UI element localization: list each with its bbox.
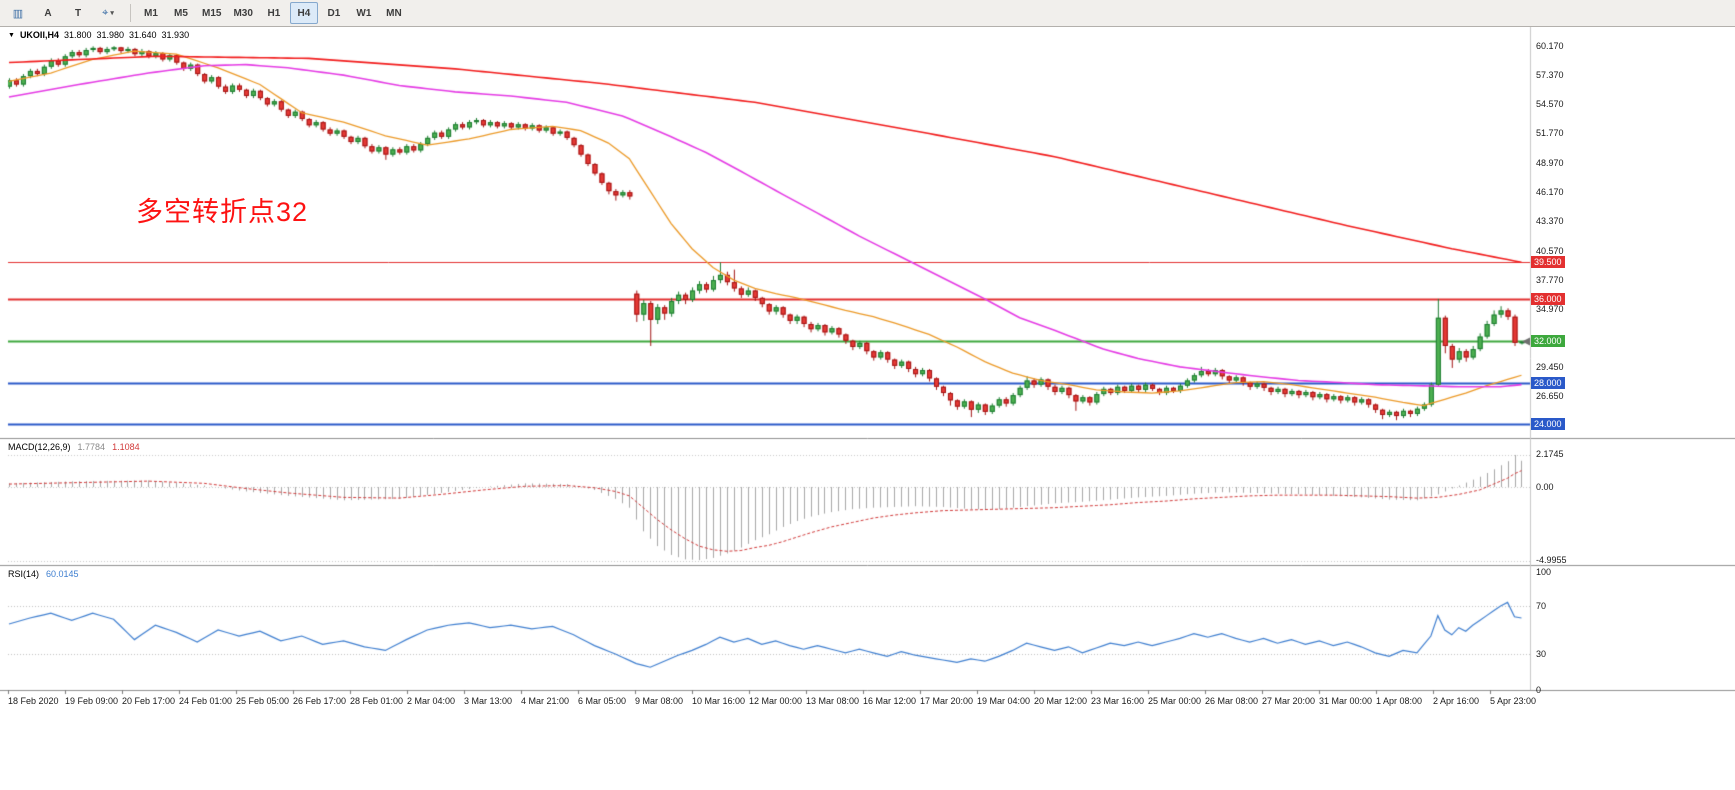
price-axis-label: 57.370 <box>1536 69 1564 80</box>
time-axis-label: 12 Mar 00:00 <box>749 696 803 706</box>
chart-canvas[interactable] <box>0 27 1735 713</box>
chevron-down-icon: ▼ <box>8 31 15 39</box>
rsi-value: 60.0145 <box>46 569 79 579</box>
time-axis-label: 19 Feb 09:00 <box>65 696 119 706</box>
chart-window-button[interactable]: ▥ <box>4 2 32 24</box>
time-axis-label: 28 Feb 01:00 <box>350 696 404 706</box>
time-axis-label: 1 Apr 08:00 <box>1376 696 1423 706</box>
timeframe-button-w1[interactable]: W1 <box>356 7 372 19</box>
text-tool-button[interactable]: T <box>74 7 82 19</box>
timeframe-button-m1[interactable]: M1 <box>144 7 158 19</box>
chevron-down-icon: ▾ <box>110 10 114 17</box>
symbol-header[interactable]: ▼ UKOIl,H4 31.800 31.980 31.640 31.930 <box>8 30 189 40</box>
chart-text-annotation: 多空转折点32 <box>136 197 309 227</box>
time-axis-label: 20 Feb 17:00 <box>122 696 176 706</box>
rsi-axis-label: 70 <box>1536 600 1547 611</box>
rsi-header: RSI(14) 60.0145 <box>8 569 79 579</box>
price-axis-label: 40.570 <box>1536 245 1564 256</box>
macd-signal-value: 1.1084 <box>112 442 140 452</box>
ohlc-close: 31.930 <box>161 30 190 40</box>
time-axis-label: 26 Mar 08:00 <box>1205 696 1259 706</box>
toolbar-separator <box>130 4 131 22</box>
time-axis-label: 13 Mar 08:00 <box>806 696 860 706</box>
macd-axis-label: -4.9955 <box>1536 555 1567 566</box>
symbol-timeframe-label: UKOIl,H4 <box>19 30 59 40</box>
price-axis-label: 26.650 <box>1536 391 1564 402</box>
time-axis-label: 9 Mar 08:00 <box>635 696 684 706</box>
time-axis-label: 5 Apr 23:00 <box>1490 696 1537 706</box>
time-axis-label: 3 Mar 13:00 <box>464 696 513 706</box>
price-level-badge: 32.000 <box>1531 334 1565 347</box>
price-axis-label: 60.170 <box>1536 40 1564 51</box>
timeframe-button-h4[interactable]: H4 <box>289 2 318 24</box>
timeframe-button-m30[interactable]: M30 <box>233 7 253 19</box>
price-axis-label: 37.770 <box>1536 274 1564 285</box>
time-axis-label: 27 Mar 20:00 <box>1262 696 1316 706</box>
ohlc-low: 31.640 <box>129 30 157 40</box>
price-axis-label: 34.970 <box>1536 304 1564 315</box>
price-axis-label: 51.770 <box>1536 128 1564 139</box>
time-axis-label: 26 Feb 17:00 <box>293 696 347 706</box>
rsi-label: RSI(14) <box>8 569 40 579</box>
time-axis-label: 19 Mar 04:00 <box>977 696 1031 706</box>
ohlc-high: 31.980 <box>96 30 125 40</box>
time-axis-label: 2 Apr 16:00 <box>1433 696 1480 706</box>
price-axis-label: 48.970 <box>1536 157 1564 168</box>
time-axis-label: 6 Mar 05:00 <box>578 696 627 706</box>
macd-main-value: 1.7784 <box>77 442 106 452</box>
time-axis-label: 23 Mar 16:00 <box>1091 696 1145 706</box>
time-axis-label: 25 Mar 00:00 <box>1148 696 1202 706</box>
timeframe-button-mn[interactable]: MN <box>386 7 402 19</box>
rsi-axis-label: 100 <box>1536 567 1552 577</box>
macd-axis-label: 2.1745 <box>1536 449 1564 460</box>
timeframe-button-d1[interactable]: D1 <box>327 7 341 19</box>
time-axis-label: 4 Mar 21:00 <box>521 696 570 706</box>
time-axis-label: 10 Mar 16:00 <box>692 696 746 706</box>
price-axis-label: 54.570 <box>1536 99 1564 110</box>
time-axis-label: 16 Mar 12:00 <box>863 696 917 706</box>
time-axis-label: 17 Mar 20:00 <box>920 696 974 706</box>
price-axis-label: 29.450 <box>1536 361 1564 372</box>
time-axis-label: 31 Mar 00:00 <box>1319 696 1373 706</box>
toolbar: ▥ A T ⌖ ▾ M1 M5 M15 M30 H1 H4 D1 W1 MN <box>0 0 1735 27</box>
rsi-axis-label: 30 <box>1536 648 1547 659</box>
timeframe-button-m5[interactable]: M5 <box>174 7 188 19</box>
time-axis-label: 2 Mar 04:00 <box>407 696 456 706</box>
time-axis-label: 24 Feb 01:00 <box>179 696 233 706</box>
crosshair-tool-button[interactable]: ⌖ ▾ <box>94 2 122 24</box>
price-axis-label: 43.370 <box>1536 216 1564 227</box>
time-axis-label: 25 Feb 05:00 <box>236 696 290 706</box>
timeframe-button-m15[interactable]: M15 <box>202 7 222 19</box>
price-level-badge: 24.000 <box>1531 418 1565 431</box>
price-level-badge: 39.500 <box>1531 256 1565 269</box>
arrow-tool-button[interactable]: A <box>44 7 52 19</box>
rsi-axis-label: 0 <box>1536 684 1542 695</box>
time-axis-label: 20 Mar 12:00 <box>1034 696 1088 706</box>
price-level-badge: 28.000 <box>1531 376 1565 389</box>
time-axis-label: 18 Feb 2020 <box>8 696 59 706</box>
macd-header: MACD(12,26,9) 1.7784 1.1084 <box>8 442 140 452</box>
timeframe-button-h1[interactable]: H1 <box>267 7 281 19</box>
price-axis-label: 46.170 <box>1536 187 1564 198</box>
chart-window-icon: ▥ <box>12 7 24 20</box>
macd-label: MACD(12,26,9) <box>8 442 71 452</box>
price-level-badge: 36.000 <box>1531 292 1565 305</box>
macd-axis-label: 0.00 <box>1536 481 1554 492</box>
ohlc-open: 31.800 <box>63 30 92 40</box>
crosshair-icon: ⌖ <box>102 6 109 19</box>
